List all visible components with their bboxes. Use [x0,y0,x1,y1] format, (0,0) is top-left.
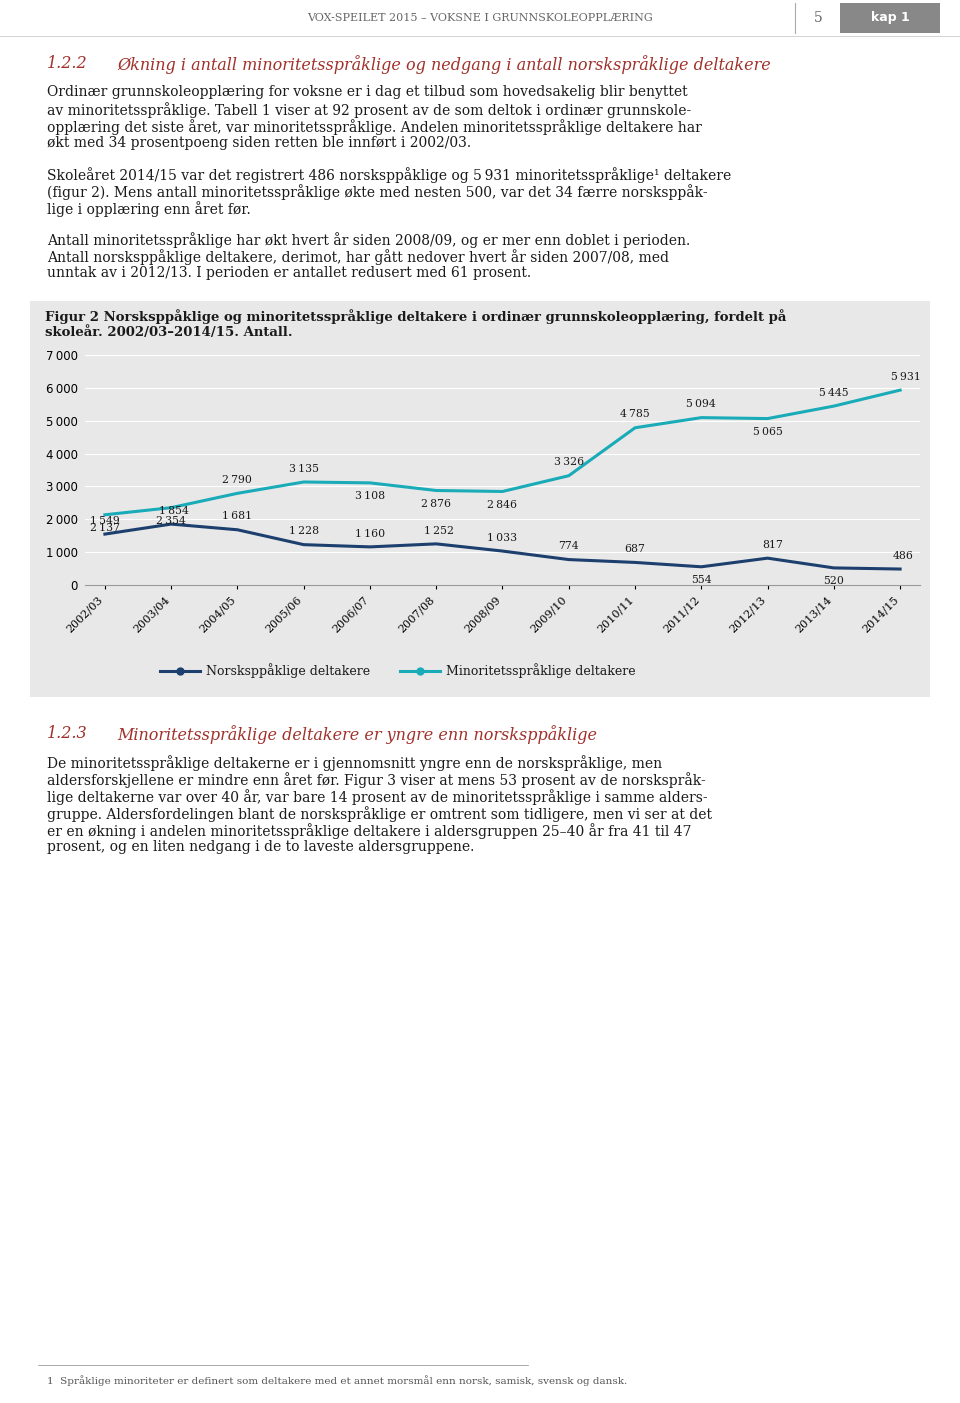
Text: 2 137: 2 137 [90,523,120,533]
Text: 817: 817 [762,540,783,550]
Text: 1 549: 1 549 [90,516,120,526]
Text: Minoritetsspråklige deltakere: Minoritetsspråklige deltakere [446,664,636,679]
Text: prosent, og en liten nedgang i de to laveste aldersgruppene.: prosent, og en liten nedgang i de to lav… [47,840,474,854]
Text: opplæring det siste året, var minoritetsspråklige. Andelen minoritetsspråklige d: opplæring det siste året, var minoritets… [47,119,702,135]
Text: 774: 774 [559,542,579,551]
Text: 3 135: 3 135 [289,463,319,474]
Text: 1.2.3: 1.2.3 [47,725,87,742]
Text: 1 033: 1 033 [488,533,517,543]
Text: 1 681: 1 681 [223,512,252,522]
Text: kap 1: kap 1 [871,11,909,24]
Text: 1 228: 1 228 [289,526,319,536]
Text: 1 854: 1 854 [159,505,189,516]
Text: gruppe. Aldersfordelingen blant de norskspråklige er omtrent som tidligere, men : gruppe. Aldersfordelingen blant de norsk… [47,805,712,822]
Text: 5 931: 5 931 [891,372,921,382]
Text: Minoritetsspråklige deltakere er yngre enn norskspрåklige: Minoritetsspråklige deltakere er yngre e… [117,725,597,744]
Text: 486: 486 [893,551,913,561]
Text: er en økning i andelen minoritetsspråklige deltakere i aldersgruppen 25–40 år fr: er en økning i andelen minoritetsspråkli… [47,824,691,839]
Text: aldersforskjellene er mindre enn året før. Figur 3 viser at mens 53 prosent av d: aldersforskjellene er mindre enn året fø… [47,772,706,788]
Text: 520: 520 [824,577,844,586]
Text: 2 354: 2 354 [156,516,186,526]
Text: 5 445: 5 445 [819,387,849,398]
Text: økt med 34 prosentpoeng siden retten ble innført i 2002/03.: økt med 34 prosentpoeng siden retten ble… [47,136,471,150]
Text: De minoritetsspråklige deltakerne er i gjennomsnitt yngre enn de norskspråklige,: De minoritetsspråklige deltakerne er i g… [47,755,662,770]
Text: skoleår. 2002/03–2014/15. Antall.: skoleår. 2002/03–2014/15. Antall. [45,325,293,340]
Text: 1.2.2: 1.2.2 [47,55,87,72]
Text: Økning i antall minoritetsspråklige og nedgang i antall norskspråklige deltakere: Økning i antall minoritetsspråklige og n… [117,55,771,74]
Text: 3 108: 3 108 [355,491,385,501]
Text: 1 160: 1 160 [355,529,385,539]
Text: Figur 2 Norskspрåklige og minoritetsspråklige deltakere i ordinær grunnskoleoppl: Figur 2 Norskspрåklige og minoritetssprå… [45,309,786,324]
Bar [840,3,940,34]
Text: 5 065: 5 065 [753,427,782,436]
Text: (figur 2). Mens antall minoritetsspråklige økte med nesten 500, var det 34 færre: (figur 2). Mens antall minoritetsspråkli… [47,184,708,199]
Text: Antall minoritetsspråklige har økt hvert år siden 2008/09, og er mer enn doblet : Antall minoritetsspråklige har økt hvert… [47,231,690,248]
Text: 5: 5 [814,11,823,25]
Text: unntak av i 2012/13. I perioden er antallet redusert med 61 prosent.: unntak av i 2012/13. I perioden er antal… [47,267,531,281]
Text: 4 785: 4 785 [620,410,650,419]
Bar [30,302,930,697]
Text: lige deltakerne var over 40 år, var bare 14 prosent av de minoritetsspråklige i : lige deltakerne var over 40 år, var bare… [47,788,708,805]
Text: 2 846: 2 846 [488,499,517,509]
Text: Ordinær grunnskoleopplæring for voksne er i dag et tilbud som hovedsakelig blir : Ordinær grunnskoleopplæring for voksne e… [47,86,687,100]
Text: 554: 554 [691,575,711,585]
Text: 687: 687 [625,544,645,554]
Text: 1  Språklige minoriteter er definert som deltakere med et annet morsmål enn nors: 1 Språklige minoriteter er definert som … [47,1375,627,1386]
Text: 2 876: 2 876 [421,498,451,508]
Text: Skoleåret 2014/15 var det registrert 486 norskspрåklige og 5 931 minoritetsspråk: Skoleåret 2014/15 var det registrert 486… [47,167,732,182]
Text: Norskspрåklige deltakere: Norskspрåklige deltakere [206,664,371,679]
Text: 5 094: 5 094 [686,400,716,410]
Text: lige i opplæring enn året før.: lige i opplæring enn året før. [47,201,251,217]
Text: 2 790: 2 790 [223,476,252,485]
Text: VOX-SPEILET 2015 – VOKSNE I GRUNNSKOLEOPPLÆRING: VOX-SPEILET 2015 – VOKSNE I GRUNNSKOLEOP… [307,13,653,22]
Text: av minoritetsspråklige. Tabell 1 viser at 92 prosent av de som deltok i ordinær : av minoritetsspråklige. Tabell 1 viser a… [47,102,691,118]
Text: 3 326: 3 326 [554,457,584,467]
Text: 1 252: 1 252 [424,526,454,536]
Text: Antall norskspрåklige deltakere, derimot, har gått nedover hvert år siden 2007/0: Antall norskspрåklige deltakere, derimot… [47,248,669,265]
